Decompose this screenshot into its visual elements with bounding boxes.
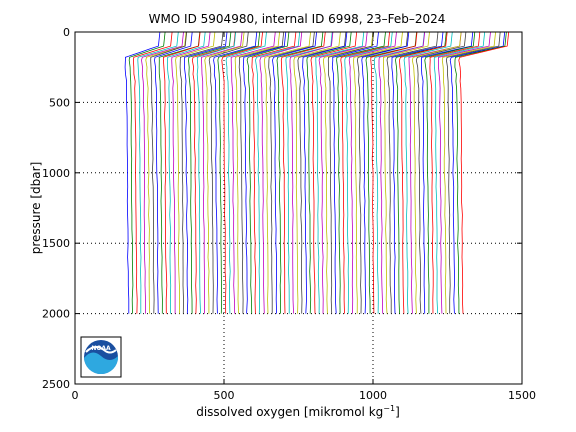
- profile-line: [293, 31, 341, 314]
- profile-line: [188, 31, 232, 314]
- profile-line: [166, 31, 206, 314]
- profile-line: [128, 31, 166, 314]
- profile-line: [150, 31, 188, 314]
- profile-line: [353, 31, 403, 314]
- profile-line: [454, 31, 507, 314]
- x-axis-label: dissolved oxygen [mikromol kg−1]: [196, 404, 400, 419]
- y-tick-label: 500: [49, 96, 70, 109]
- profile-line: [383, 31, 430, 314]
- profile-line: [234, 31, 280, 314]
- profile-line: [179, 31, 224, 314]
- profile-line: [445, 31, 501, 314]
- y-axis-label: pressure [dbar]: [29, 162, 43, 255]
- profile-line: [433, 31, 486, 314]
- profile-line: [221, 31, 263, 314]
- profile-line: [124, 31, 161, 314]
- y-tick-label: 2500: [42, 378, 70, 391]
- profile-line: [391, 31, 444, 314]
- profile-line: [289, 31, 334, 314]
- profile-line: [378, 31, 426, 314]
- profile-line: [251, 31, 297, 314]
- profile-line: [225, 31, 267, 314]
- profile-line: [217, 31, 261, 314]
- x-tick-label: 1500: [508, 389, 536, 402]
- profile-line: [420, 31, 474, 314]
- profile-line: [340, 31, 390, 314]
- profile-line: [344, 31, 393, 314]
- plot-frame: [74, 31, 523, 385]
- profile-line: [255, 31, 301, 314]
- profile-line: [163, 31, 201, 314]
- noaa-logo: NOAA: [80, 336, 122, 378]
- x-axis-label-exponent: −1: [383, 404, 395, 413]
- x-tick-label: 500: [214, 389, 235, 402]
- profile-line: [154, 31, 193, 314]
- profile-line: [268, 31, 315, 314]
- profile-line: [132, 31, 173, 314]
- x-tick-label: 0: [72, 389, 79, 402]
- profile-line: [361, 31, 410, 314]
- profile-line: [429, 31, 481, 314]
- profile-line: [246, 31, 290, 314]
- noaa-logo-text: NOAA: [91, 345, 111, 352]
- profile-line: [137, 31, 179, 314]
- profile-line: [424, 31, 476, 314]
- profile-line: [238, 31, 285, 314]
- y-tick-label: 1500: [42, 237, 70, 250]
- profile-line: [411, 31, 462, 314]
- y-tick-label: 1000: [42, 167, 70, 180]
- y-tick-label: 0: [63, 26, 70, 39]
- chart-title: WMO ID 5904980, internal ID 6998, 23–Feb…: [149, 12, 446, 26]
- profile-line: [441, 31, 496, 314]
- y-tick-label: 2000: [42, 308, 70, 321]
- x-tick-label: 1000: [359, 389, 387, 402]
- profile-line: [370, 31, 418, 314]
- profile-lines: [124, 31, 510, 314]
- profile-line: [171, 31, 211, 314]
- x-axis-label-main: dissolved oxygen [mikromol kg: [196, 405, 383, 419]
- profile-line: [327, 31, 375, 314]
- profile-line: [264, 31, 311, 314]
- x-axis-label-end: ]: [395, 405, 400, 419]
- profile-line: [183, 31, 228, 314]
- profile-line: [141, 31, 184, 314]
- profile-line: [208, 31, 249, 314]
- profile-line: [415, 31, 467, 314]
- profile-line: [175, 31, 216, 314]
- profile-line: [213, 31, 258, 314]
- profile-line: [272, 31, 317, 314]
- profile-line: [280, 31, 326, 314]
- profile-line: [242, 31, 287, 314]
- profile-line: [331, 31, 379, 314]
- profile-line: [276, 31, 324, 314]
- profile-line: [302, 31, 348, 314]
- profile-line: [386, 31, 439, 314]
- profile-line: [399, 31, 448, 314]
- profile-line: [458, 31, 510, 314]
- profile-line: [230, 31, 276, 314]
- profile-line: [403, 31, 453, 314]
- profile-line: [201, 31, 243, 314]
- profile-line: [306, 31, 352, 314]
- profile-line: [259, 31, 303, 314]
- profile-line: [318, 31, 368, 314]
- profile-line: [196, 31, 237, 314]
- profile-line: [348, 31, 397, 314]
- profile-line: [336, 31, 386, 314]
- profile-line: [204, 31, 245, 314]
- profile-line: [438, 31, 491, 314]
- profile-line: [310, 31, 358, 314]
- axis-ticks: 0 500 1000 1500 0 500 1000 1500 2000 2500: [42, 26, 536, 402]
- profile-line: [315, 31, 365, 314]
